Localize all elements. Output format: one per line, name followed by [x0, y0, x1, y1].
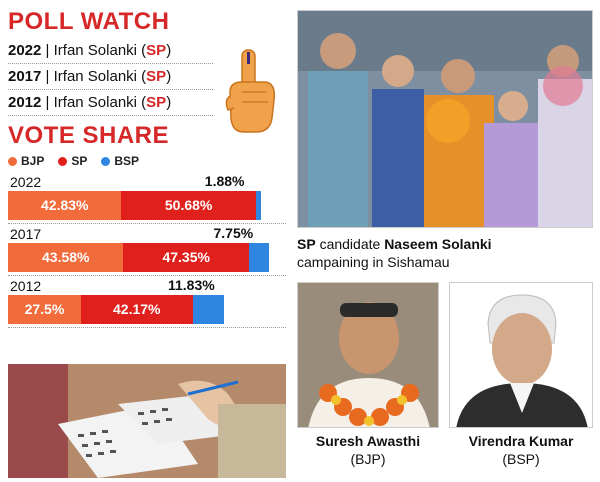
- stacked-bar: 42.83% 50.68%: [8, 191, 261, 220]
- bar-segment-bsp: [192, 295, 224, 324]
- candidate-name: Virendra Kumar: [468, 433, 574, 449]
- campaign-photo-art: [298, 11, 592, 227]
- legend-dot-bsp: [101, 157, 111, 166]
- candidate-portrait-awasthi: [297, 282, 439, 428]
- poll-paren: (: [137, 68, 147, 85]
- bar-segment-bjp: 27.5%: [8, 295, 81, 324]
- awasthi-portrait-art: [298, 283, 438, 427]
- bar-label-bsp: 7.75%: [213, 225, 254, 241]
- candidate-name: Suresh Awasthi: [315, 433, 421, 449]
- poll-row-2017: 2017 | Irfan Solanki (SP): [8, 64, 213, 90]
- poll-watch-title: POLL WATCH: [8, 8, 170, 35]
- bar-segment-sp: 50.68%: [121, 191, 256, 220]
- poll-winner: Irfan Solanki: [53, 42, 137, 59]
- poll-sep: |: [41, 94, 54, 111]
- stacked-bar: 43.58% 47.35%: [8, 243, 270, 272]
- vote-share-chart: 2022 42.83% 50.68% 1.88% 2017 43.58% 47.35% 7.7…: [8, 172, 286, 328]
- legend-item-sp: SP: [58, 154, 87, 168]
- stacked-bar: 27.5% 42.17%: [8, 295, 224, 324]
- legend: BJP SP BSP: [8, 154, 286, 168]
- bar-segment-sp: 47.35%: [123, 243, 249, 272]
- poll-party: SP: [146, 68, 167, 85]
- year-label: 2017: [10, 226, 42, 242]
- candidate-caption-kumar: Virendra Kumar (BSP): [449, 432, 593, 468]
- caption-text: candidate: [315, 236, 385, 252]
- bar-segment-bjp: 43.58%: [8, 243, 124, 272]
- poll-row-2022: 2022 | Irfan Solanki (SP): [8, 38, 213, 64]
- legend-label: SP: [71, 154, 88, 168]
- poll-year: 2012: [8, 94, 42, 111]
- inked-finger-icon: [225, 49, 276, 133]
- poll-watch-list: 2022 | Irfan Solanki (SP) 2017 | Irfan S…: [8, 38, 286, 116]
- vote-share-title: VOTE SHARE: [8, 122, 170, 149]
- poll-party: SP: [146, 94, 167, 111]
- bar-segment-bsp: [255, 191, 261, 220]
- poll-year: 2017: [8, 68, 42, 85]
- bar-label-bsp: 1.88%: [204, 173, 245, 189]
- poll-sep: |: [41, 68, 54, 85]
- year-label: 2022: [10, 174, 42, 190]
- bar-segment-sp: 42.17%: [80, 295, 193, 324]
- campaign-photo-caption: SP candidate Naseem Solanki campaining i…: [297, 235, 593, 271]
- vote-share-row-2012: 2012 27.5% 42.17% 11.83%: [8, 276, 286, 328]
- poll-paren: (: [137, 42, 147, 59]
- vote-share-row-2022: 2022 42.83% 50.68% 1.88%: [8, 172, 286, 224]
- legend-dot-bjp: [8, 157, 17, 166]
- poll-winner: Irfan Solanki: [53, 68, 137, 85]
- vote-share-row-2017: 2017 43.58% 47.35% 7.75%: [8, 224, 286, 276]
- ballot-photo: [8, 364, 286, 478]
- poll-row-2012: 2012 | Irfan Solanki (SP): [8, 90, 213, 116]
- kumar-portrait-art: [450, 283, 592, 427]
- left-panel: POLL WATCH 2022 | Irfan Solanki (SP) 201…: [8, 8, 286, 478]
- bar-segment-bjp: 42.83%: [8, 191, 122, 220]
- candidate-party: (BJP): [350, 451, 386, 467]
- poll-paren: ): [166, 42, 172, 59]
- bar-segment-bsp: [248, 243, 270, 272]
- poll-sep: |: [41, 42, 54, 59]
- caption-party: SP: [297, 236, 316, 252]
- candidate-portrait-kumar: [449, 282, 593, 428]
- legend-item-bsp: BSP: [101, 154, 139, 168]
- legend-dot-sp: [58, 157, 68, 166]
- poll-paren: ): [166, 68, 172, 85]
- candidate-caption-awasthi: Suresh Awasthi (BJP): [297, 432, 439, 468]
- poll-year: 2022: [8, 42, 42, 59]
- legend-label: BJP: [21, 154, 45, 168]
- poll-paren: ): [166, 94, 172, 111]
- year-label: 2012: [10, 278, 42, 294]
- caption-candidate-name: Naseem Solanki: [384, 236, 492, 252]
- legend-label: BSP: [114, 154, 140, 168]
- poll-paren: (: [137, 94, 147, 111]
- legend-item-bjp: BJP: [8, 154, 44, 168]
- poll-winner: Irfan Solanki: [53, 94, 137, 111]
- caption-text: campaining in Sishamau: [297, 254, 450, 270]
- campaign-photo: [297, 10, 593, 228]
- bar-label-bsp: 11.83%: [167, 277, 215, 293]
- candidate-party: (BSP): [502, 451, 540, 467]
- poll-party: SP: [146, 42, 167, 59]
